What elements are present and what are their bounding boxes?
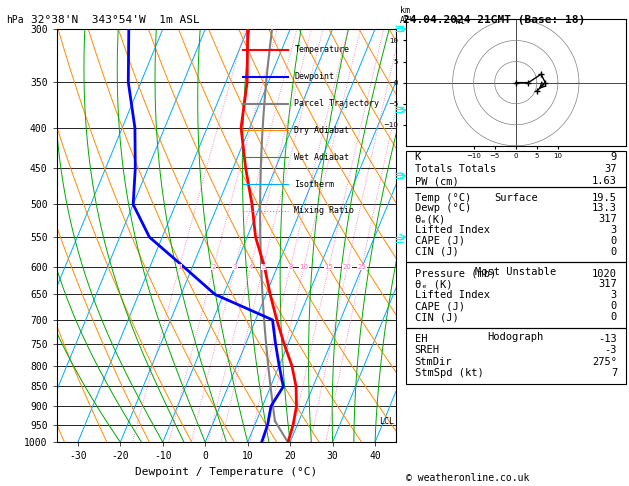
Text: 0: 0	[611, 246, 617, 257]
Text: 1: 1	[177, 264, 182, 270]
Text: 2: 2	[211, 264, 216, 270]
Text: LCL: LCL	[379, 417, 394, 426]
Text: 1.63: 1.63	[592, 176, 617, 186]
Text: θₑ(K): θₑ(K)	[415, 214, 446, 224]
Text: 9: 9	[611, 152, 617, 162]
Text: Most Unstable: Most Unstable	[475, 267, 557, 277]
Text: ≡: ≡	[394, 169, 405, 183]
Text: 7: 7	[611, 368, 617, 378]
Text: Surface: Surface	[494, 193, 538, 203]
Text: Isotherm: Isotherm	[294, 179, 335, 189]
Text: 24.04.2024 21GMT (Base: 18): 24.04.2024 21GMT (Base: 18)	[403, 15, 585, 25]
Text: 3: 3	[611, 225, 617, 235]
Text: Lifted Index: Lifted Index	[415, 290, 489, 300]
Text: © weatheronline.co.uk: © weatheronline.co.uk	[406, 473, 529, 483]
Text: Lifted Index: Lifted Index	[415, 225, 489, 235]
Text: 0: 0	[611, 312, 617, 322]
Text: 3: 3	[611, 290, 617, 300]
Text: 0: 0	[611, 301, 617, 311]
Text: K: K	[415, 152, 421, 162]
Text: 8: 8	[288, 264, 292, 270]
Text: Wet Adiabat: Wet Adiabat	[294, 153, 349, 162]
Text: Dewpoint: Dewpoint	[294, 72, 335, 81]
Text: ≡: ≡	[394, 22, 405, 36]
Text: 13.3: 13.3	[592, 204, 617, 213]
Text: Temp (°C): Temp (°C)	[415, 192, 470, 203]
Text: Totals Totals: Totals Totals	[415, 164, 496, 174]
Text: CIN (J): CIN (J)	[415, 312, 459, 322]
Text: 1020: 1020	[592, 269, 617, 278]
Text: SREH: SREH	[415, 346, 440, 355]
Text: Temperature: Temperature	[294, 45, 349, 54]
Text: StmDir: StmDir	[415, 357, 452, 366]
Text: PW (cm): PW (cm)	[415, 176, 459, 186]
Text: EH: EH	[415, 334, 427, 344]
Text: CIN (J): CIN (J)	[415, 246, 459, 257]
Text: θₑ (K): θₑ (K)	[415, 279, 452, 290]
Text: 5: 5	[261, 264, 265, 270]
Text: 317: 317	[598, 279, 617, 290]
Text: 10: 10	[299, 264, 308, 270]
Text: StmSpd (kt): StmSpd (kt)	[415, 368, 483, 378]
Text: 3: 3	[233, 264, 237, 270]
Text: 25: 25	[357, 264, 366, 270]
Text: 275°: 275°	[592, 357, 617, 366]
Text: 19.5: 19.5	[592, 192, 617, 203]
Text: 317: 317	[598, 214, 617, 224]
Text: hPa: hPa	[6, 15, 24, 25]
Text: Parcel Trajectory: Parcel Trajectory	[294, 99, 379, 108]
Text: 32°38'N  343°54'W  1m ASL: 32°38'N 343°54'W 1m ASL	[31, 15, 200, 25]
Text: Hodograph: Hodograph	[487, 332, 544, 342]
Text: Dry Adiabat: Dry Adiabat	[294, 126, 349, 135]
X-axis label: Dewpoint / Temperature (°C): Dewpoint / Temperature (°C)	[135, 467, 318, 477]
Text: km
ASL: km ASL	[399, 6, 415, 25]
Text: -3: -3	[604, 346, 617, 355]
Text: 0: 0	[611, 236, 617, 246]
Text: CAPE (J): CAPE (J)	[415, 301, 464, 311]
Text: ≡: ≡	[394, 103, 405, 117]
Text: Pressure (mb): Pressure (mb)	[415, 269, 496, 278]
Text: -13: -13	[598, 334, 617, 344]
Text: 37: 37	[604, 164, 617, 174]
Text: 20: 20	[343, 264, 352, 270]
Text: 15: 15	[325, 264, 333, 270]
Text: ≡: ≡	[394, 233, 405, 247]
Text: Mixing Ratio: Mixing Ratio	[294, 207, 354, 215]
Text: CAPE (J): CAPE (J)	[415, 236, 464, 246]
Text: kt: kt	[455, 17, 465, 26]
Text: 4: 4	[248, 264, 253, 270]
Text: Dewp (°C): Dewp (°C)	[415, 204, 470, 213]
